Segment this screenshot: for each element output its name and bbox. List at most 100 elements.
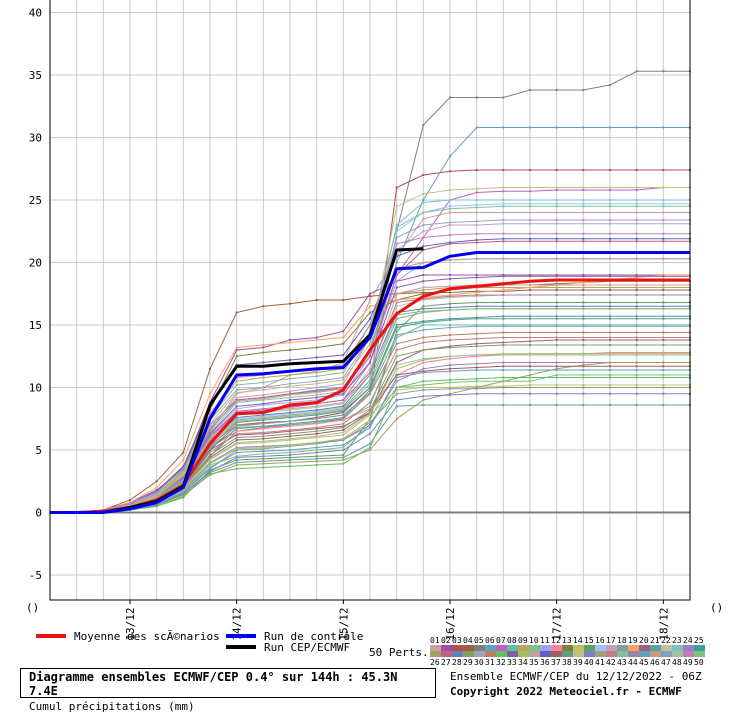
member-point [262,437,265,440]
pert-swatch [562,651,573,657]
member-point [155,486,158,489]
pert-swatch [507,645,518,651]
pert-number: 20 [639,636,649,645]
pert-swatch [606,645,617,651]
member-point [395,405,398,408]
member-point [395,286,398,289]
member-point [609,219,611,221]
member-point [395,417,398,420]
member-point [662,232,665,235]
member-point [582,274,585,276]
pert-number: 42 [606,658,616,667]
copyright: Copyright 2022 Meteociel.fr - ECMWF [450,685,682,698]
member-point [475,366,478,369]
pert-number: 35 [529,658,539,667]
member-point [609,199,611,201]
member-point [555,336,558,339]
member-point [635,331,638,334]
member-point [395,326,398,329]
member-point [449,306,451,309]
member-point [315,426,318,429]
member-point [582,286,585,289]
member-point [449,207,451,210]
member-point [475,380,478,383]
member-point [609,202,611,205]
member-point [635,232,638,235]
member-point [395,364,398,366]
member-point [209,392,211,395]
member-point [395,274,398,276]
member-point [662,169,665,171]
member-point [289,339,291,341]
pert-number: 14 [573,636,583,645]
member-point [662,257,665,260]
member-point [502,324,505,326]
member-point [529,317,531,320]
member-point [262,399,265,401]
member-point [422,289,425,291]
member-point [182,465,185,468]
member-point [502,232,505,235]
member-point [395,280,398,283]
member-point [449,294,451,296]
member-point [582,186,585,189]
member-point [369,367,371,370]
member-point [395,226,398,229]
pert-number: 29 [463,658,473,667]
member-point [342,407,345,410]
member-point [449,205,451,208]
member-point [422,399,425,401]
member-point [262,452,265,455]
member-point [662,222,665,225]
member-point [582,199,585,201]
member-point [582,222,585,225]
member-point [609,301,611,304]
member-point [662,294,665,296]
member-point [209,447,211,450]
member-point [315,409,318,411]
member-point [555,384,558,386]
member-point [502,305,505,308]
member-point [555,219,558,221]
member-point [182,451,185,454]
member-point [422,201,425,204]
member-point [475,385,478,388]
pert-number: 19 [628,636,638,645]
member-point [342,414,345,416]
member-point [395,367,398,370]
member-point [342,431,345,434]
member-point [289,385,291,388]
member-point [262,455,265,458]
member-point [369,417,371,420]
member-point [422,395,425,398]
member-point [529,219,531,221]
x-tick-label: 15/12 [337,607,350,640]
member-point [369,442,371,445]
member-point [209,474,211,476]
member-point [662,205,665,208]
member-point [289,399,291,401]
pert-number: 28 [452,658,462,667]
member-point [209,454,211,456]
member-point [555,392,558,395]
member-point [555,199,558,201]
member-point [342,416,345,419]
member-point [315,346,318,349]
member-point [422,386,425,389]
member-point [502,315,505,318]
pert-number: 46 [650,658,660,667]
member-point [475,204,478,206]
member-point [369,414,371,416]
member-point [369,421,371,424]
member-point [662,351,665,354]
pert-number: 36 [540,658,550,667]
pert-number: 34 [518,658,528,667]
member-point [209,440,211,443]
member-point [422,274,425,276]
member-point [609,365,611,368]
x-edge-label-right: () [710,601,723,614]
member-point [422,389,425,391]
member-point [422,124,425,126]
member-point [635,205,638,208]
member-point [209,456,211,459]
